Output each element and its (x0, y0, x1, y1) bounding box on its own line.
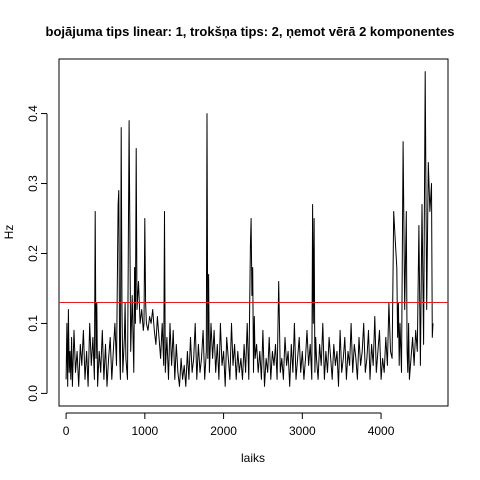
x-tick-label: 0 (63, 424, 70, 438)
x-axis: 0 1000 2000 3000 4000 (63, 413, 395, 438)
series-line-signal (66, 72, 433, 387)
series-layer (66, 72, 433, 387)
y-axis-label: Hz (2, 225, 16, 240)
x-tick-label: 1000 (131, 424, 158, 438)
x-tick-label: 2000 (210, 424, 237, 438)
y-tick-label: 0.1 (26, 315, 40, 332)
y-tick-label: 0.2 (26, 245, 40, 262)
y-axis: 0.0 0.1 0.2 0.3 0.4 (26, 105, 47, 402)
x-tick-label: 3000 (289, 424, 316, 438)
y-tick-label: 0.0 (26, 385, 40, 402)
x-tick-label: 4000 (368, 424, 395, 438)
x-axis-label: laiks (241, 451, 265, 465)
y-tick-label: 0.3 (26, 175, 40, 192)
y-tick-label: 0.4 (26, 105, 40, 122)
chart-title: bojājuma tips linear: 1, trokšņa tips: 2… (46, 24, 455, 39)
